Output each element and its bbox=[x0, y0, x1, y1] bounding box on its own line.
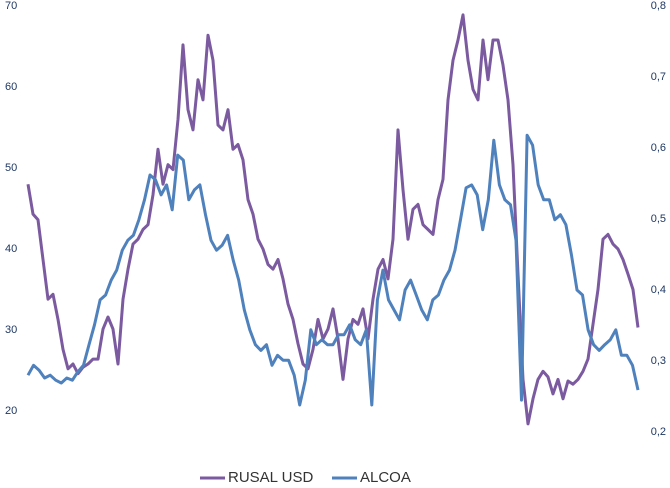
line bbox=[26, 13, 640, 426]
y-tick-label: 60 bbox=[5, 81, 17, 93]
y2-tick-label: 0,4 bbox=[651, 284, 666, 296]
line bbox=[26, 133, 640, 407]
y2-tick-label: 0,6 bbox=[651, 142, 666, 154]
y-tick-label: 50 bbox=[5, 162, 17, 174]
y-tick-label: 70 bbox=[5, 0, 17, 12]
y-tick-label: 20 bbox=[5, 405, 17, 417]
y-tick-label: 30 bbox=[5, 324, 17, 336]
legend-label: ALCOA bbox=[360, 469, 411, 486]
y2-tick-label: 0,2 bbox=[651, 426, 666, 438]
y2-tick-label: 0,3 bbox=[651, 355, 666, 367]
y2-tick-label: 0,5 bbox=[651, 213, 666, 225]
y-tick-label: 40 bbox=[5, 243, 17, 255]
y2-tick-label: 0,8 bbox=[651, 0, 666, 12]
legend-label: RUSAL USD bbox=[228, 469, 313, 486]
y2-tick-label: 0,7 bbox=[651, 71, 666, 83]
